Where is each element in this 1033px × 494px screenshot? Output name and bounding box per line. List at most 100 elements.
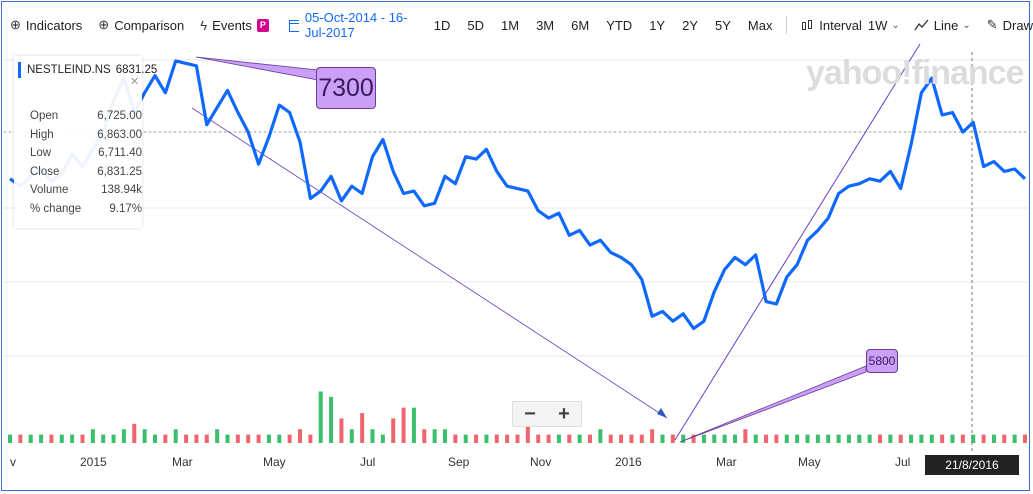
ohlc-table: Open 6,725.00 High 6,863.00 Low 6,711.40 Close… xyxy=(30,110,142,222)
volume-bar xyxy=(204,434,209,443)
toolbar: ⊕ Indicators ⊕ Comparison ϟ Events P 05-… xyxy=(0,0,1033,50)
arrow-head-icon xyxy=(657,408,667,418)
zoom-in-button[interactable]: + xyxy=(558,402,570,425)
volume-bar xyxy=(774,434,779,443)
volume-bar xyxy=(59,434,64,443)
volume-bar xyxy=(163,434,168,443)
volume-bar xyxy=(349,429,354,443)
comparison-button[interactable]: ⊕ Comparison xyxy=(98,17,184,33)
interval-selector[interactable]: Interval 1W ⌄ xyxy=(801,18,900,33)
chart-type-selector[interactable]: Line ⌄ xyxy=(914,18,971,33)
volume-bar xyxy=(795,434,800,443)
ohlc-label: Close xyxy=(30,165,60,178)
divider xyxy=(786,16,788,34)
range-button-1m[interactable]: 1M xyxy=(501,17,520,33)
volume-bar xyxy=(733,434,737,443)
volume-bar xyxy=(909,434,914,443)
volume-bar xyxy=(826,434,831,443)
trend-lines xyxy=(191,43,921,443)
volume-bar xyxy=(940,434,945,443)
chart-grid xyxy=(4,59,1028,357)
volume-bar xyxy=(266,434,271,443)
volume-bar xyxy=(70,434,75,443)
chevron-down-icon: ⌄ xyxy=(891,19,900,31)
volume-bar xyxy=(101,434,106,443)
interval-value: 1W xyxy=(867,17,888,33)
volume-bar xyxy=(443,429,447,443)
date-range-button[interactable]: 05-Oct-2014 - 16-Jul-2017 xyxy=(288,10,422,40)
volume-bar xyxy=(650,429,655,443)
zoom-controls: − + xyxy=(512,401,582,427)
volume-bar xyxy=(318,391,323,443)
volume-bar xyxy=(256,434,261,443)
volume-bar xyxy=(815,434,820,443)
range-button-5y[interactable]: 5Y xyxy=(715,17,731,33)
volume-bar xyxy=(380,434,385,443)
annotation-label-high[interactable]: 7300 xyxy=(316,67,376,109)
volume-bar xyxy=(505,434,510,443)
volume-bar xyxy=(484,434,489,443)
range-button-1d[interactable]: 1D xyxy=(433,17,451,33)
volume-bar xyxy=(173,429,178,443)
close-icon[interactable]: ✕ xyxy=(130,76,140,88)
volume-bar xyxy=(142,429,147,443)
volume-bar xyxy=(536,434,541,443)
ohlc-value: 9.17% xyxy=(109,202,142,215)
range-button-3m[interactable]: 3M xyxy=(536,17,555,33)
volume-bar xyxy=(121,429,126,443)
ohlc-label: Low xyxy=(30,147,52,160)
volume-bar xyxy=(1012,434,1017,443)
volume-bar xyxy=(691,434,696,443)
symbol-value: 6831.25 xyxy=(115,64,158,76)
range-button-1y[interactable]: 1Y xyxy=(649,17,666,33)
volume-bar xyxy=(784,434,789,443)
ohlc-row: Low 6,711.40 xyxy=(30,147,142,166)
volume-bar xyxy=(981,434,986,443)
volume-bar xyxy=(878,434,882,443)
volume-bar xyxy=(743,429,748,443)
volume-bar xyxy=(577,434,582,443)
volume-bar xyxy=(432,429,437,443)
range-button-max[interactable]: Max xyxy=(747,17,773,33)
volume-bar xyxy=(298,429,302,443)
volume-bar xyxy=(28,434,33,443)
volume-bar xyxy=(991,434,996,443)
series-color-bar xyxy=(18,62,21,78)
chevron-down-icon: ⌄ xyxy=(962,19,971,31)
volume-bar xyxy=(494,434,499,443)
range-button-5d[interactable]: 5D xyxy=(467,17,484,33)
lightning-icon: ϟ xyxy=(200,17,208,33)
range-button-6m[interactable]: 6M xyxy=(571,17,590,33)
ohlc-label: Volume xyxy=(30,184,69,197)
interval-label: Interval xyxy=(819,17,862,33)
volume-bar xyxy=(235,434,240,443)
range-button-ytd[interactable]: YTD xyxy=(606,17,633,33)
range-button-2y[interactable]: 2Y xyxy=(682,17,698,33)
events-badge: P xyxy=(256,18,269,32)
volume-bars xyxy=(8,391,1027,443)
x-tick-label: Jul xyxy=(360,455,376,469)
volume-bar xyxy=(670,434,675,443)
volume-bar xyxy=(681,434,686,443)
volume-bar xyxy=(370,429,375,443)
date-range-label: 05-Oct-2014 - 16-Jul-2017 xyxy=(304,10,408,40)
trend-line-down xyxy=(191,107,668,419)
events-button[interactable]: ϟ Events P xyxy=(200,18,269,33)
x-tick-label: May xyxy=(263,455,286,469)
volume-bar xyxy=(1002,434,1007,443)
volume-bar xyxy=(929,434,934,443)
pencil-icon: ✎ xyxy=(986,17,998,32)
draw-button[interactable]: ✎ Draw xyxy=(987,17,1033,33)
volume-bar xyxy=(546,434,551,443)
volume-bar xyxy=(515,434,520,443)
x-tick-label: 2015 xyxy=(80,455,107,469)
zoom-out-button[interactable]: − xyxy=(524,402,536,425)
annotation-label-low[interactable]: 5800 xyxy=(866,349,898,373)
volume-bar xyxy=(287,434,292,443)
volume-bar xyxy=(463,434,468,443)
yahoo-finance-watermark: yahoo!finance xyxy=(806,54,1024,92)
volume-bar xyxy=(422,429,427,443)
indicators-button[interactable]: ⊕ Indicators xyxy=(10,17,82,33)
